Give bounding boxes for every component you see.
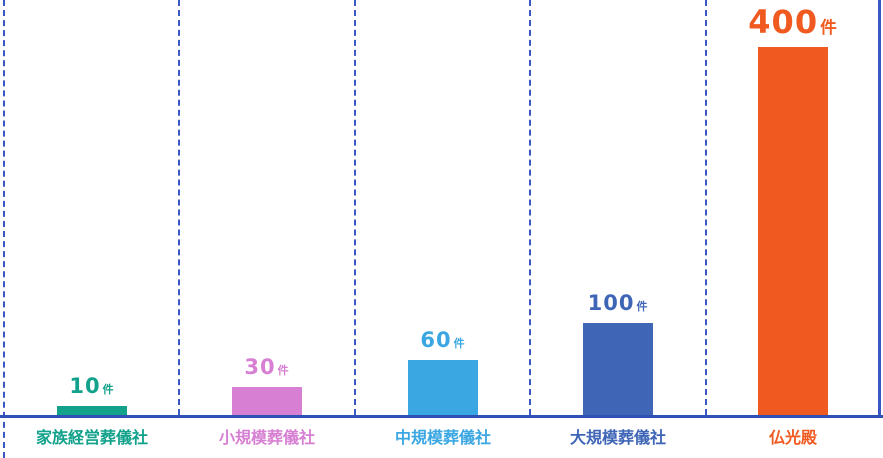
value-label-3: 60 件	[353, 330, 533, 351]
category-label-4: 大規模葬儀社	[569, 428, 666, 447]
value-label-5: 400 件	[703, 6, 883, 38]
gridline	[705, 0, 707, 415]
gridline	[178, 0, 180, 415]
bar-3	[408, 360, 478, 415]
gridline	[3, 0, 5, 458]
gridline	[529, 0, 531, 415]
category-label-1: 家族経営葬儀社	[35, 428, 148, 447]
value-label-4: 100 件	[528, 293, 708, 314]
gridline	[354, 0, 356, 415]
value-label-2: 30 件	[177, 357, 357, 378]
value-number: 100	[587, 291, 635, 315]
value-unit: 件	[102, 383, 115, 396]
value-unit: 件	[636, 300, 649, 313]
value-unit: 件	[453, 337, 466, 350]
bar-4	[583, 323, 653, 415]
value-unit: 件	[820, 18, 838, 37]
category-label-3: 中規模葬儀社	[394, 428, 491, 447]
category-label-5: 仏光殿	[768, 428, 817, 447]
value-unit: 件	[277, 364, 290, 377]
value-number: 400	[748, 3, 819, 41]
bar-5	[758, 47, 828, 415]
value-label-1: 10 件	[2, 376, 182, 397]
x-axis-baseline	[0, 415, 883, 418]
value-number: 30	[244, 355, 276, 379]
bar-2	[232, 387, 302, 415]
category-label-2: 小規模葬儀社	[218, 428, 315, 447]
right-axis-line	[878, 0, 881, 415]
bar-1	[57, 406, 127, 415]
value-number: 60	[420, 328, 452, 352]
value-number: 10	[69, 374, 101, 398]
